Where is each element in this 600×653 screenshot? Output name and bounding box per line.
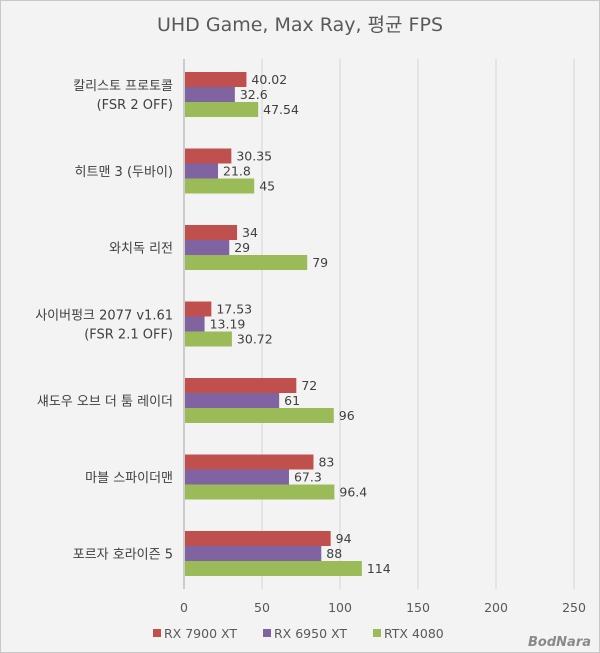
category-label: 마블 스파이더맨 — [85, 471, 173, 486]
value-label: 30.72 — [237, 332, 273, 347]
category-label: 포르자 호라이즌 5 — [73, 548, 173, 563]
bar — [185, 454, 314, 470]
x-tick-label: 150 — [406, 600, 430, 615]
bar — [185, 316, 205, 332]
bar — [185, 393, 280, 408]
value-label: 72 — [301, 378, 317, 393]
value-label: 30.35 — [236, 149, 272, 164]
category-label: (FSR 2 OFF) — [97, 98, 173, 113]
gridlines — [183, 59, 575, 589]
value-label: 96.4 — [339, 485, 367, 500]
bar — [185, 546, 322, 561]
legend-swatch — [153, 629, 161, 637]
bar — [185, 163, 219, 179]
value-label: 47.54 — [263, 102, 299, 117]
x-tick-label: 250 — [562, 600, 586, 615]
category-label: 칼리스토 프로토콜 — [73, 79, 173, 94]
value-label: 96 — [339, 408, 355, 423]
value-label: 94 — [336, 531, 352, 546]
bars — [185, 72, 362, 576]
bar — [185, 484, 335, 500]
x-tick-label: 50 — [254, 600, 270, 615]
bar — [185, 240, 230, 255]
legend-swatch — [373, 629, 381, 637]
bar — [185, 102, 259, 117]
bar — [185, 225, 238, 240]
value-label: 29 — [234, 240, 250, 255]
value-label: 21.8 — [223, 164, 251, 179]
bar — [185, 469, 289, 485]
category-label: (FSR 2.1 OFF) — [84, 328, 173, 343]
bar — [185, 301, 212, 317]
x-tick-label: 200 — [484, 600, 508, 615]
value-label: 88 — [326, 546, 342, 561]
bar — [185, 72, 247, 87]
x-tick-label: 100 — [328, 600, 352, 615]
category-labels: 칼리스토 프로토콜 (FSR 2 OFF) 히트맨 3 (두바이) 와치독 리전사이버… — [35, 79, 173, 563]
legend-label: RX 6950 XT — [274, 626, 347, 641]
watermark: BodNara — [528, 635, 591, 650]
bar — [185, 378, 297, 393]
x-tick-label: 0 — [180, 600, 188, 615]
category-label: 사이버펑크 2077 v1.61 — [35, 309, 173, 324]
bar — [185, 148, 232, 164]
value-label: 67.3 — [294, 470, 322, 485]
legend-label: RX 7900 XT — [164, 626, 237, 641]
value-label: 32.6 — [240, 87, 268, 102]
bar — [185, 255, 308, 270]
value-label: 79 — [312, 255, 328, 270]
legend: RX 7900 XT RX 6950 XT RTX 4080 — [153, 626, 444, 641]
category-label: 와치독 리전 — [109, 242, 173, 257]
legend-label: RTX 4080 — [384, 626, 444, 641]
value-label: 83 — [318, 455, 334, 470]
value-label: 114 — [367, 561, 391, 576]
bar — [185, 178, 255, 194]
value-label: 45 — [259, 179, 275, 194]
value-label: 13.19 — [210, 317, 246, 332]
bar — [185, 331, 232, 347]
x-axis-ticks: 0 50 100 150 200 250 — [180, 600, 586, 615]
chart-title: UHD Game, Max Ray, 평균 FPS — [157, 14, 443, 36]
bar — [185, 561, 362, 576]
bar — [185, 531, 331, 546]
legend-swatch — [263, 629, 271, 637]
value-label: 17.53 — [216, 302, 252, 317]
category-label: 섀도우 오브 더 툼 레이더 — [37, 395, 173, 410]
bar — [185, 87, 235, 102]
value-label: 40.02 — [251, 72, 287, 87]
bar — [185, 408, 334, 423]
value-label: 61 — [284, 393, 300, 408]
category-label: 히트맨 3 (두바이) — [75, 165, 173, 180]
value-label: 34 — [242, 225, 258, 240]
